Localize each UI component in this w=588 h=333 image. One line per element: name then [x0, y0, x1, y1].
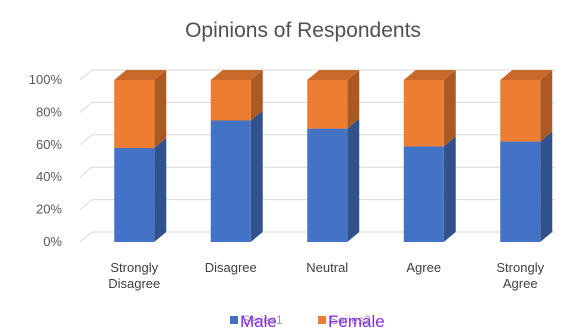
bar-side — [443, 136, 456, 242]
bar-side — [443, 70, 456, 147]
bar-front — [403, 146, 444, 242]
bar-segment — [403, 70, 456, 147]
chart-title: Opinions of Respondents — [185, 19, 421, 42]
bar-side — [154, 70, 167, 149]
bar-front — [114, 80, 155, 149]
y-tick-label: 20% — [36, 202, 62, 217]
gridline — [79, 69, 555, 81]
bar-segment — [500, 70, 553, 142]
gridline — [79, 199, 555, 210]
y-tick-label: 0% — [43, 234, 62, 249]
bar-front — [500, 80, 541, 142]
x-axis: Strongly Disagree Disagree Neutral Agree Stro… — [108, 260, 544, 291]
bar-segment — [114, 70, 167, 149]
y-axis: 0% 20% 40% 60% 80% 100% — [29, 72, 63, 249]
bar-side — [540, 70, 553, 142]
bar-top — [403, 70, 456, 80]
gridline — [79, 166, 555, 178]
bar-side — [540, 131, 553, 242]
legend-label: Female — [328, 312, 385, 331]
bar-top — [500, 70, 553, 80]
legend-underlay-label: Series2 — [330, 313, 371, 327]
category-label: Disagree — [205, 260, 257, 275]
bar-side — [154, 138, 167, 242]
bar-segment — [307, 70, 360, 129]
bar-segment — [210, 110, 263, 242]
bar-front — [307, 128, 348, 242]
bar-side — [250, 110, 263, 242]
bar-side — [347, 70, 360, 129]
category-label: Agree — [406, 260, 441, 275]
gridline — [79, 101, 555, 113]
bar-front — [307, 80, 348, 129]
category-label: Neutral — [306, 260, 348, 275]
gridline — [79, 231, 555, 243]
y-tick-label: 100% — [29, 72, 63, 87]
category-label: Strongly Disagree — [108, 260, 160, 291]
bar-top — [114, 70, 167, 80]
bar-front — [210, 120, 251, 242]
bar-top — [210, 70, 263, 80]
bars — [114, 70, 553, 242]
legend-swatch — [230, 316, 238, 324]
bar-segment — [500, 131, 553, 242]
bar-top — [307, 70, 360, 80]
bar-segment — [114, 138, 167, 242]
bar-front — [114, 148, 155, 242]
category-label: Strongly Agree — [496, 260, 544, 291]
y-tick-label: 80% — [36, 104, 62, 119]
legend-swatch — [318, 316, 326, 324]
legend-label: Male — [240, 312, 277, 331]
bar-front — [500, 141, 541, 242]
gridline — [79, 134, 555, 146]
bar-front — [403, 80, 444, 147]
gridlines — [79, 69, 555, 243]
y-tick-label: 40% — [36, 169, 62, 184]
bar-segment — [210, 70, 263, 121]
bar-segment — [403, 136, 456, 242]
bar-side — [250, 70, 263, 121]
bar-side — [347, 118, 360, 242]
bar-segment — [307, 118, 360, 242]
legend-underlay-label: Series1 — [242, 313, 283, 327]
bar-front — [210, 80, 251, 121]
y-tick-label: 60% — [36, 137, 62, 152]
